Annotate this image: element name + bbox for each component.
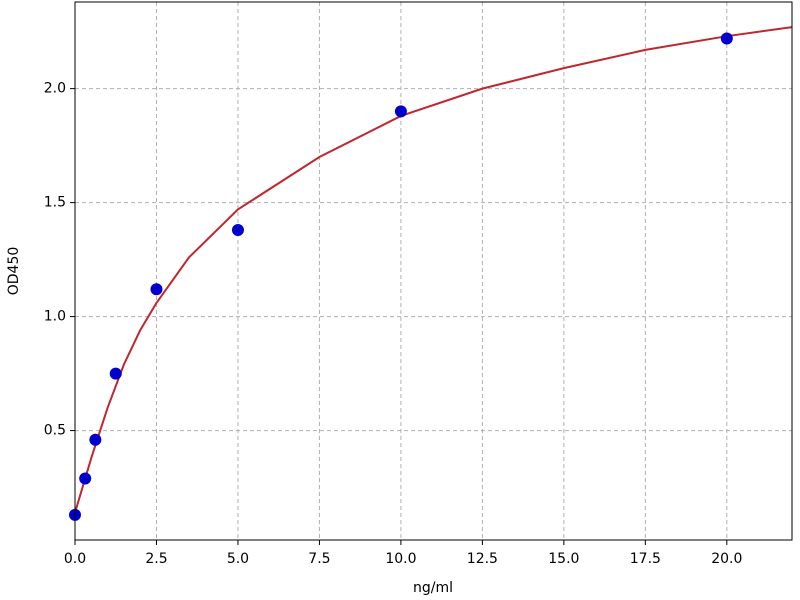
data-point xyxy=(720,32,733,45)
x-tick-label: 15.0 xyxy=(548,551,579,567)
data-point xyxy=(150,283,163,296)
x-axis-label: ng/ml xyxy=(413,580,453,596)
data-point xyxy=(109,367,122,380)
data-point xyxy=(89,433,102,446)
x-tick-label: 0.0 xyxy=(64,551,86,567)
y-axis-label: OD450 xyxy=(6,247,22,296)
x-tick-label: 20.0 xyxy=(711,551,742,567)
y-tick-label: 1.5 xyxy=(44,195,66,211)
data-point xyxy=(394,105,407,118)
x-tick-label: 12.5 xyxy=(467,551,498,567)
data-point xyxy=(79,472,92,485)
y-tick-label: 2.0 xyxy=(44,81,66,97)
x-tick-label: 5.0 xyxy=(227,551,249,567)
x-tick-label: 17.5 xyxy=(630,551,661,567)
data-point xyxy=(231,223,244,236)
plot-frame xyxy=(74,1,793,541)
fit-curve xyxy=(74,26,793,513)
x-tick-label: 7.5 xyxy=(308,551,330,567)
y-tick-label: 0.5 xyxy=(44,423,66,439)
y-tick-label: 1.0 xyxy=(44,309,66,325)
x-tick-label: 2.5 xyxy=(145,551,167,567)
x-tick-label: 10.0 xyxy=(385,551,416,567)
